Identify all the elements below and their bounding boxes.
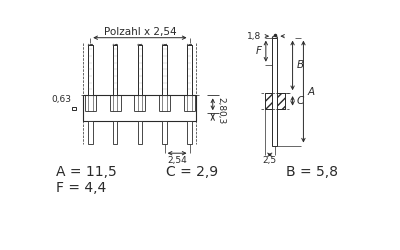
Text: A: A: [307, 86, 314, 97]
Bar: [187, 46, 192, 96]
Bar: [162, 46, 167, 96]
Text: 2,8: 2,8: [217, 97, 226, 111]
Bar: [138, 46, 142, 96]
Bar: [187, 121, 192, 144]
Text: 2,54: 2,54: [167, 156, 187, 164]
Text: A = 11,5: A = 11,5: [56, 166, 117, 179]
Text: B: B: [296, 60, 304, 70]
Text: F = 4,4: F = 4,4: [56, 181, 106, 195]
Text: 2,5: 2,5: [263, 156, 277, 164]
Text: C = 2,9: C = 2,9: [166, 166, 218, 179]
Bar: [113, 121, 118, 144]
Bar: [265, 93, 285, 108]
Bar: [88, 46, 93, 96]
Bar: [138, 121, 142, 144]
Text: 0,3: 0,3: [217, 110, 226, 124]
Bar: [83, 96, 196, 121]
Bar: [72, 106, 76, 110]
Text: F: F: [256, 46, 262, 56]
Text: Polzahl x 2,54: Polzahl x 2,54: [104, 27, 176, 37]
Text: 0,63: 0,63: [51, 95, 71, 104]
Bar: [162, 121, 167, 144]
Bar: [113, 46, 118, 96]
Text: B = 5,8: B = 5,8: [286, 166, 338, 179]
Text: C: C: [296, 96, 304, 106]
Bar: [88, 121, 93, 144]
Text: 1,8: 1,8: [247, 32, 261, 41]
Bar: [272, 38, 278, 146]
